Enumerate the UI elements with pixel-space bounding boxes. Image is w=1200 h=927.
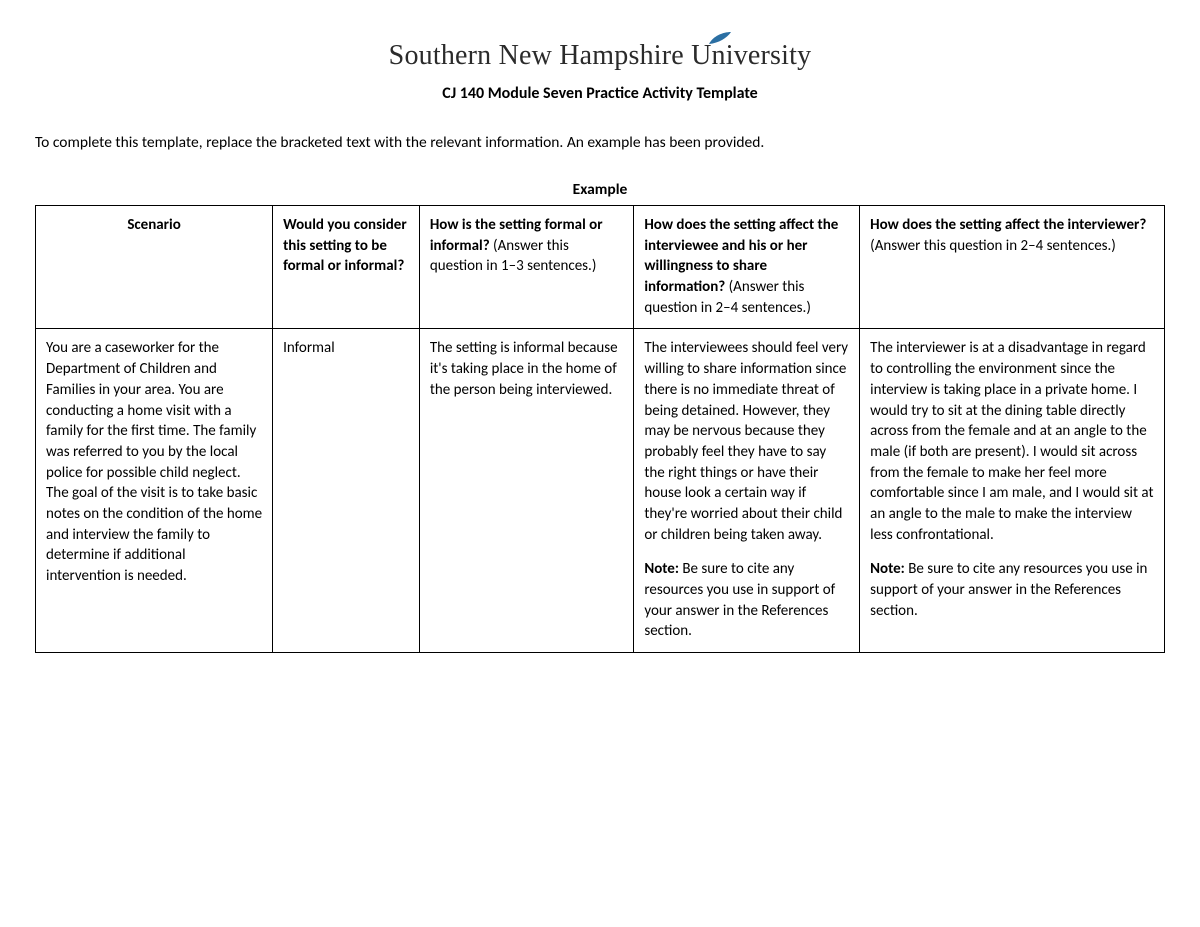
spacer — [644, 545, 849, 559]
note-label: Note: — [644, 560, 679, 578]
header-formal-informal: Would you consider this setting to be fo… — [273, 206, 420, 329]
header-interviewee: How does the setting affect the intervie… — [634, 206, 860, 329]
cell-setting: Informal — [273, 329, 420, 653]
header-scenario: Scenario — [36, 206, 273, 329]
example-heading: Example — [35, 180, 1165, 199]
cell-main-text: The interviewer is at a disadvantage in … — [870, 338, 1154, 545]
header-how-setting: How is the setting formal or informal? (… — [419, 206, 634, 329]
cell-interviewer: The interviewer is at a disadvantage in … — [860, 329, 1165, 653]
header-text: How does the setting affect the intervie… — [870, 216, 1146, 234]
cell-main-text: The interviewees should feel very willin… — [644, 338, 849, 545]
activity-table: Scenario Would you consider this setting… — [35, 205, 1165, 653]
cell-scenario: You are a caseworker for the Department … — [36, 329, 273, 653]
header-hint: (Answer this question in 2–4 sentences.) — [870, 237, 1116, 255]
logo-container: Southern New Hampshire University — [35, 40, 1165, 72]
table-header-row: Scenario Would you consider this setting… — [36, 206, 1165, 329]
cell-note: Note: Be sure to cite any resources you … — [870, 559, 1154, 621]
note-label: Note: — [870, 560, 905, 578]
leaf-icon — [707, 30, 733, 46]
logo-text: Southern New Hampshire University — [389, 40, 812, 71]
cell-note: Note: Be sure to cite any resources you … — [644, 559, 849, 642]
document-page: Southern New Hampshire University CJ 140… — [0, 0, 1200, 688]
document-title: CJ 140 Module Seven Practice Activity Te… — [35, 84, 1165, 103]
spacer — [870, 545, 1154, 559]
cell-how-informal: The setting is informal because it's tak… — [419, 329, 634, 653]
header-interviewer: How does the setting affect the intervie… — [860, 206, 1165, 329]
note-text: Be sure to cite any resources you use in… — [870, 560, 1147, 619]
university-logo: Southern New Hampshire University — [389, 40, 812, 72]
table-row: You are a caseworker for the Department … — [36, 329, 1165, 653]
header-text: Would you consider this setting to be fo… — [283, 216, 407, 275]
cell-interviewee: The interviewees should feel very willin… — [634, 329, 860, 653]
intro-text: To complete this template, replace the b… — [35, 133, 1165, 152]
